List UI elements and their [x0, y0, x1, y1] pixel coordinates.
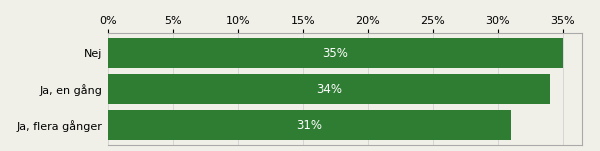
- Text: 31%: 31%: [296, 119, 322, 132]
- Bar: [108, 110, 511, 140]
- Bar: [108, 74, 550, 104]
- Text: 34%: 34%: [316, 83, 342, 96]
- Bar: [108, 38, 563, 68]
- Text: 35%: 35%: [322, 47, 348, 59]
